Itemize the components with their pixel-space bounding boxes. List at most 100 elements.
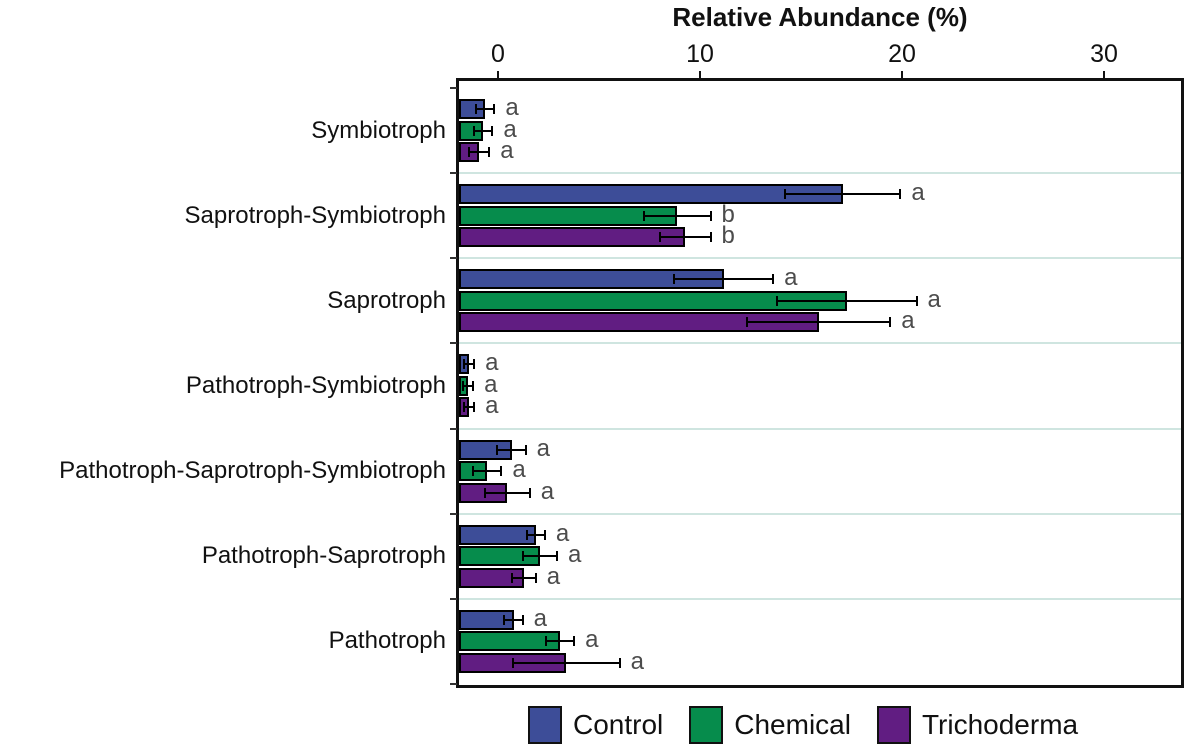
- category-separator-line: [459, 172, 1181, 175]
- error-bar-line: [745, 321, 892, 324]
- legend-label: Trichoderma: [921, 709, 1079, 740]
- error-bar-line: [473, 129, 494, 132]
- significance-letter: a: [784, 264, 798, 292]
- error-bar-cap-left: [484, 487, 487, 498]
- error-bar-cap-left: [544, 636, 547, 647]
- significance-letter: b: [721, 200, 735, 228]
- category-label-saprotroph: Saprotroph: [327, 286, 446, 314]
- significance-letter: a: [484, 370, 498, 398]
- error-bar-cap-left: [776, 295, 779, 306]
- x-tick-mark: [699, 71, 701, 78]
- error-bar-cap-right: [772, 274, 775, 285]
- significance-letter: a: [540, 477, 555, 505]
- error-bar-cap-right: [473, 402, 476, 413]
- error-bar-cap-right: [524, 444, 527, 455]
- x-tick-mark: [497, 71, 499, 78]
- error-bar-cap-right: [472, 380, 475, 391]
- error-bar-cap-left: [525, 529, 528, 540]
- error-bar-cap-right: [473, 359, 476, 370]
- category-separator-line: [459, 427, 1181, 430]
- legend-item-control: Control: [528, 706, 663, 744]
- error-bar-cap-left: [784, 189, 787, 200]
- significance-letter: a: [512, 456, 526, 484]
- error-bar-cap-left: [510, 572, 513, 583]
- significance-letter: a: [485, 392, 499, 420]
- error-bar-cap-right: [555, 551, 558, 562]
- category-separator-line: [459, 342, 1181, 345]
- error-bar-cap-right: [493, 104, 496, 114]
- significance-letter: a: [927, 285, 941, 313]
- error-bar-cap-left: [472, 466, 475, 477]
- y-axis-tick-mark: [450, 257, 457, 260]
- significance-letter: a: [500, 137, 514, 164]
- error-bar-cap-left: [511, 657, 514, 668]
- error-bar-cap-left: [475, 104, 478, 114]
- significance-letter: a: [505, 94, 519, 121]
- y-axis-tick-mark: [450, 342, 457, 345]
- y-axis-tick-mark: [450, 597, 457, 600]
- significance-letter: a: [546, 562, 561, 590]
- category-separator-line: [459, 512, 1181, 515]
- y-axis-tick-mark: [450, 682, 457, 685]
- significance-letter: a: [555, 519, 570, 547]
- legend-item-trichoderma: Trichoderma: [876, 706, 1079, 744]
- error-bar-cap-left: [673, 274, 676, 285]
- x-tick-label: 0: [491, 40, 505, 68]
- legend-label: Control: [573, 709, 664, 740]
- significance-letter: a: [585, 626, 599, 654]
- error-bar-cap-left: [658, 232, 661, 243]
- error-bar-cap-right: [618, 657, 621, 668]
- error-bar-line: [463, 406, 476, 409]
- error-bar-line: [472, 470, 503, 473]
- significance-letter: a: [567, 541, 582, 569]
- x-tick-label: 20: [888, 40, 916, 68]
- category-label-pathotroph: Pathotroph: [328, 627, 446, 655]
- error-bar-line: [658, 236, 712, 239]
- error-bar-cap-right: [899, 189, 902, 200]
- significance-letter: a: [503, 115, 517, 143]
- significance-letter: b: [721, 222, 735, 250]
- significance-letter: a: [485, 349, 499, 377]
- significance-letter: a: [911, 179, 925, 207]
- error-bar-cap-left: [745, 317, 748, 328]
- error-bar-line: [510, 576, 537, 579]
- error-bar-cap-right: [573, 636, 576, 647]
- error-bar-line: [496, 448, 527, 451]
- error-bar-line: [463, 363, 476, 366]
- error-bar-cap-right: [500, 466, 503, 477]
- category-label-saprotroph-symbiotroph: Saprotroph-Symbiotroph: [184, 201, 446, 229]
- error-bar-cap-right: [488, 147, 491, 157]
- category-label-pathotroph-saprotroph-symbiotroph: Pathotroph-Saprotroph-Symbiotroph: [59, 457, 446, 485]
- error-bar-line: [503, 618, 524, 621]
- y-axis-tick-mark: [450, 427, 457, 430]
- error-bar-cap-left: [468, 147, 471, 157]
- error-bar-line: [521, 555, 558, 558]
- error-bar-cap-right: [709, 232, 712, 243]
- x-tick-label: 10: [686, 40, 714, 68]
- error-bar-cap-left: [521, 551, 524, 562]
- legend-swatch-control: [528, 706, 562, 744]
- y-axis-tick-mark: [450, 172, 457, 175]
- error-bar-line: [642, 214, 712, 217]
- category-separator-line: [459, 257, 1181, 260]
- error-bar-cap-left: [473, 125, 476, 136]
- error-bar-cap-right: [915, 295, 918, 306]
- error-bar-cap-right: [543, 529, 546, 540]
- x-tick-mark: [1103, 71, 1105, 78]
- y-axis-tick-mark: [450, 512, 457, 515]
- error-bar-cap-right: [528, 487, 531, 498]
- error-bar-line: [475, 108, 496, 110]
- error-bar-cap-left: [503, 614, 506, 625]
- error-bar-cap-right: [709, 210, 712, 221]
- error-bar-line: [544, 640, 576, 643]
- error-bar-cap-left: [462, 380, 465, 391]
- legend: Control Chemical Trichoderma: [528, 706, 1104, 744]
- error-bar-cap-left: [642, 210, 645, 221]
- category-label-pathotroph-symbiotroph: Pathotroph-Symbiotroph: [185, 371, 446, 399]
- error-bar-line: [673, 278, 775, 281]
- significance-letter: a: [901, 307, 915, 335]
- error-bar-cap-right: [521, 614, 524, 625]
- error-bar-line: [468, 151, 491, 153]
- error-bar-cap-left: [463, 359, 466, 370]
